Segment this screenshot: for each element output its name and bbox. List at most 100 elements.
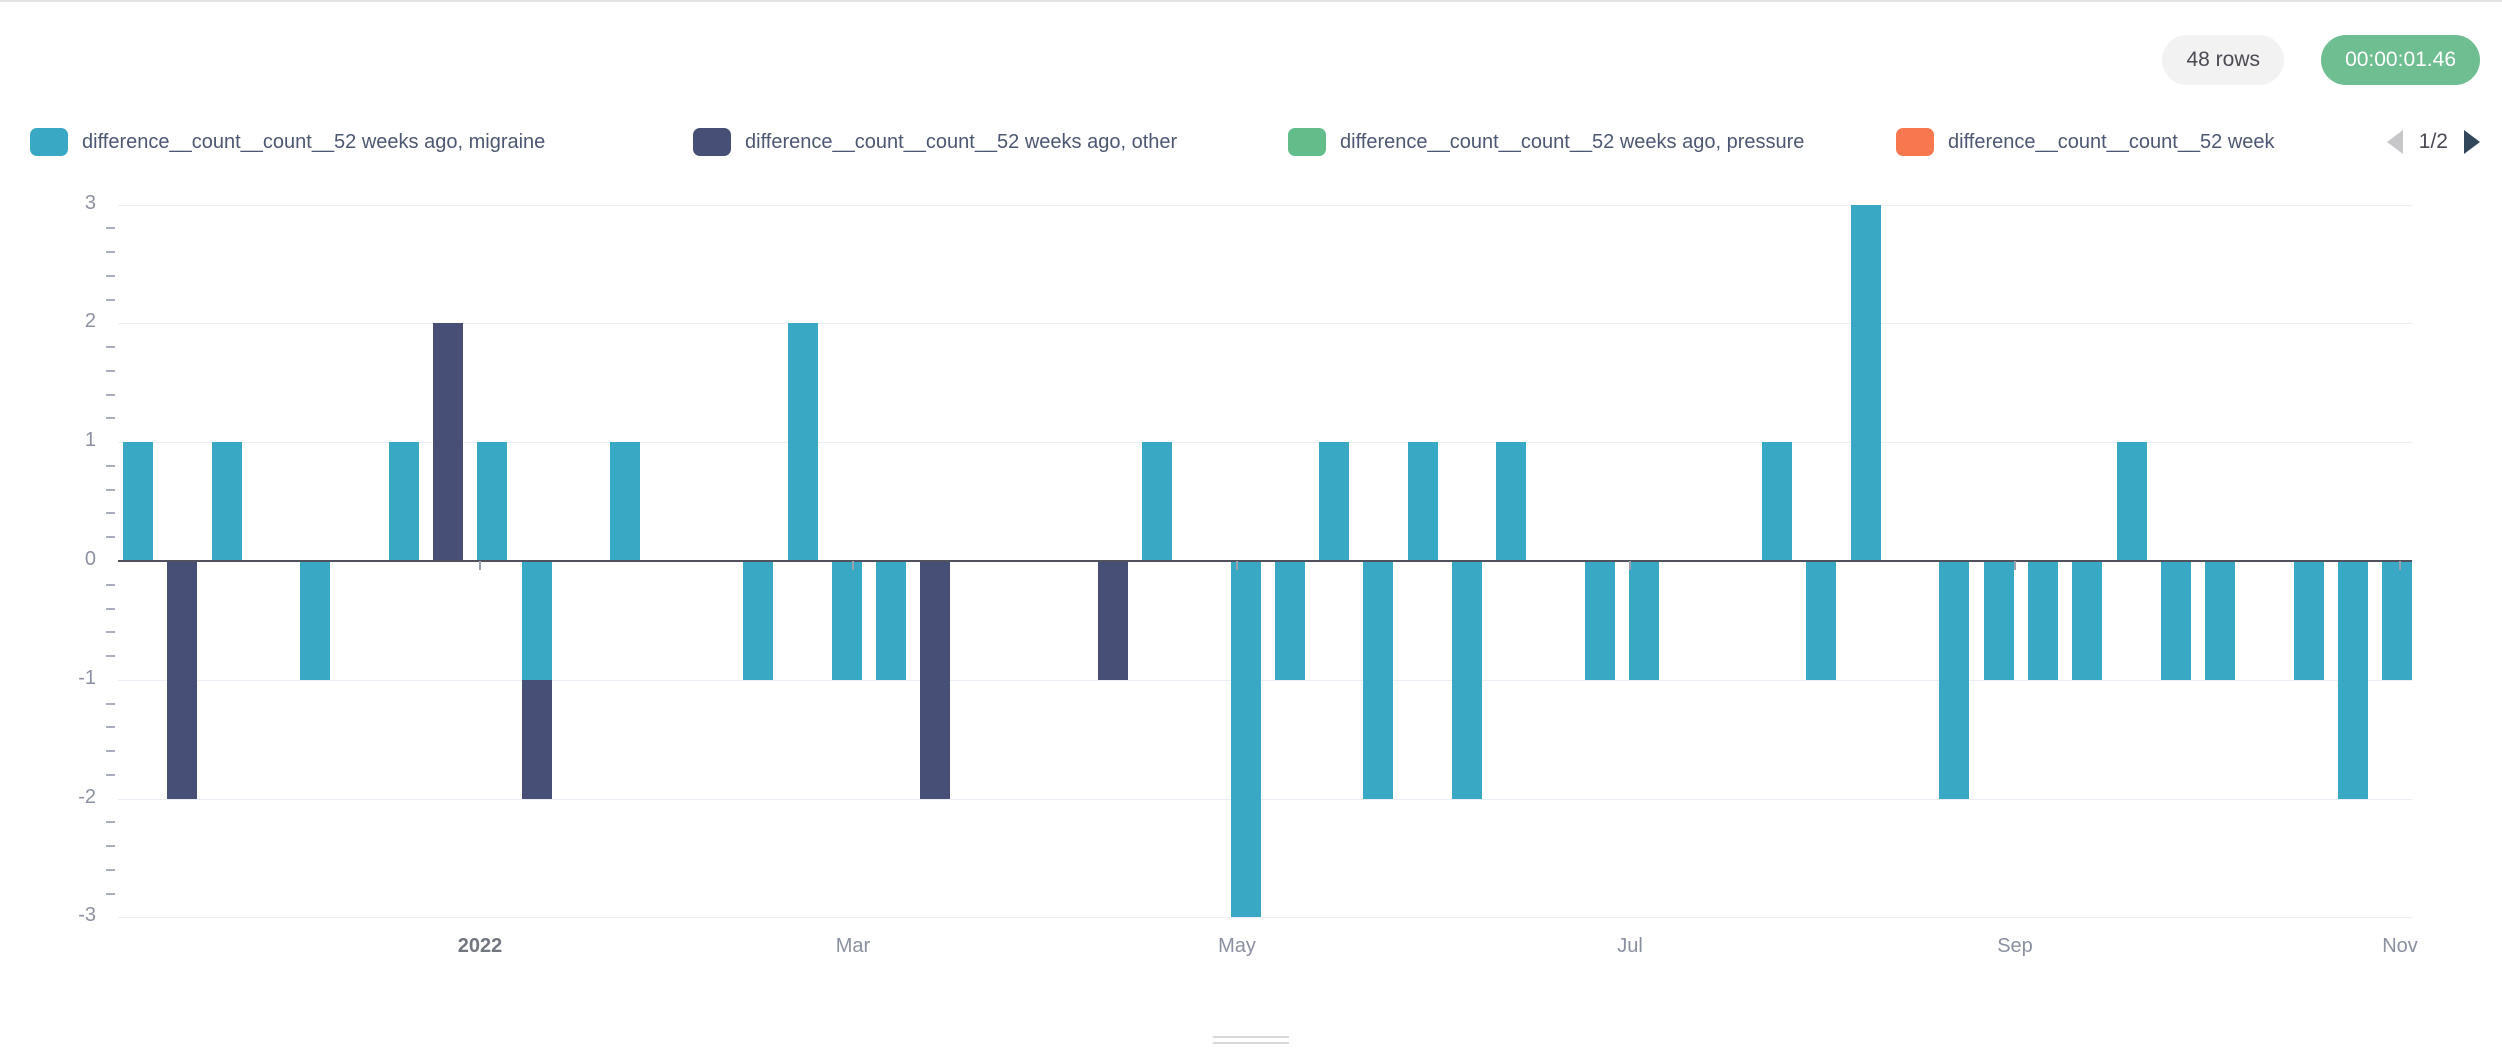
y-axis-minor-tick	[106, 726, 115, 729]
bar-segment[interactable]	[920, 561, 951, 799]
x-axis-tick	[852, 561, 854, 570]
legend-swatch-truncated-icon	[1896, 128, 1934, 156]
bar-segment[interactable]	[123, 442, 153, 561]
legend-swatch-pressure-icon	[1288, 128, 1326, 156]
bar-segment[interactable]	[1983, 561, 2014, 680]
bar-segment[interactable]	[787, 323, 818, 561]
bar-segment[interactable]	[1452, 561, 1482, 799]
x-axis-tick-label: Nov	[2382, 935, 2418, 957]
y-axis-tick-label: 3	[84, 191, 96, 214]
y-axis-minor-tick	[106, 464, 115, 467]
y-axis-minor-tick	[106, 702, 115, 705]
gridline	[118, 323, 2412, 325]
y-axis-minor-tick	[106, 845, 115, 848]
y-axis-minor-tick	[106, 417, 115, 420]
bar-segment[interactable]	[477, 442, 508, 561]
bar-segment[interactable]	[2116, 442, 2147, 561]
y-axis-minor-tick	[106, 251, 115, 254]
bar-segment[interactable]	[2338, 561, 2368, 799]
legend-item-other[interactable]: difference__count__count__52 weeks ago, …	[693, 120, 1177, 164]
x-axis-tick-label: 2022	[457, 935, 503, 957]
row-count-badge: 48 rows	[2162, 35, 2284, 85]
y-axis-minor-tick	[106, 346, 115, 349]
bar-segment[interactable]	[831, 561, 862, 680]
bar-segment[interactable]	[1363, 561, 1394, 799]
bar-segment[interactable]	[2072, 561, 2103, 680]
legend-label: difference__count__count__52 weeks ago, …	[745, 130, 1178, 153]
y-axis-minor-tick	[106, 488, 115, 491]
y-axis-tick-label: -2	[78, 785, 96, 808]
y-axis-minor-tick	[106, 868, 115, 871]
bar-segment[interactable]	[1629, 561, 1660, 680]
y-axis-minor-tick	[106, 393, 115, 396]
y-axis-minor-tick	[106, 821, 115, 824]
y-axis-minor-tick	[106, 298, 115, 301]
x-axis-tick-label: Mar	[835, 935, 871, 957]
y-axis-minor-tick	[106, 655, 115, 658]
bar-segment[interactable]	[1274, 561, 1305, 680]
bar-segment[interactable]	[388, 442, 419, 561]
legend-pagination: 1/2	[2386, 120, 2480, 164]
legend-item-pressure[interactable]: difference__count__count__52 weeks ago, …	[1288, 120, 1804, 164]
x-axis-zero-line	[118, 560, 2412, 562]
bar-segment[interactable]	[1141, 442, 1172, 561]
bar-segment[interactable]	[610, 442, 641, 561]
bar-segment[interactable]	[1762, 442, 1793, 561]
legend-item-truncated[interactable]: difference__count__count__52 week	[1896, 120, 2275, 164]
bar-segment[interactable]	[1939, 561, 1970, 799]
bar-segment[interactable]	[1806, 561, 1837, 680]
y-axis-minor-tick	[106, 512, 115, 515]
bar-segment[interactable]	[2382, 561, 2413, 680]
bar-segment[interactable]	[2160, 561, 2191, 680]
query-timer-label: 00:00:01.46	[2345, 48, 2456, 71]
query-timer-badge: 00:00:01.46	[2321, 35, 2480, 85]
legend-label: difference__count__count__52 week	[1948, 130, 2275, 153]
y-axis-minor-tick	[106, 536, 115, 539]
y-axis-minor-tick	[106, 607, 115, 610]
y-axis-tick-label: 2	[84, 310, 96, 333]
bar-segment[interactable]	[1097, 561, 1128, 680]
bar-segment[interactable]	[521, 561, 552, 680]
legend-label: difference__count__count__52 weeks ago, …	[82, 130, 546, 153]
bar-segment[interactable]	[2027, 561, 2058, 680]
x-axis-tick	[1629, 561, 1631, 570]
y-axis-minor-tick	[106, 274, 115, 277]
bar-segment[interactable]	[521, 679, 552, 799]
legend-next-page-icon[interactable]	[2464, 130, 2480, 154]
x-axis-tick	[2014, 561, 2016, 570]
bar-segment[interactable]	[1319, 442, 1350, 561]
bar-segment[interactable]	[167, 561, 198, 799]
row-count-label: 48 rows	[2186, 48, 2260, 71]
bar-segment[interactable]	[1850, 204, 1881, 561]
bar-segment[interactable]	[1496, 442, 1527, 561]
x-axis-tick-label: Sep	[1997, 935, 2033, 957]
drag-handle-line	[1213, 1036, 1289, 1038]
x-axis-tick	[2399, 561, 2401, 570]
legend-prev-page-icon[interactable]	[2386, 130, 2403, 154]
gridline	[118, 798, 2412, 800]
gridline	[118, 679, 2412, 681]
bar-segment[interactable]	[300, 561, 331, 680]
x-axis-tick	[479, 561, 481, 570]
y-axis-tick-label: -3	[78, 904, 96, 927]
x-axis-tick-label: Jul	[1617, 935, 1643, 957]
resize-drag-handle[interactable]	[1213, 1036, 1289, 1048]
y-axis-minor-tick	[106, 892, 115, 895]
y-axis-minor-tick	[106, 773, 115, 776]
legend-swatch-other-icon	[693, 128, 731, 156]
bar-segment[interactable]	[1230, 561, 1261, 918]
legend-item-migraine[interactable]: difference__count__count__52 weeks ago, …	[30, 120, 545, 164]
bar-segment[interactable]	[743, 561, 774, 680]
bar-segment[interactable]	[211, 442, 242, 561]
legend-label: difference__count__count__52 weeks ago, …	[1340, 130, 1805, 153]
bar-segment[interactable]	[2205, 561, 2236, 680]
y-axis-tick-label: 0	[84, 548, 96, 570]
bar-segment[interactable]	[2293, 561, 2324, 680]
bar-segment[interactable]	[1584, 561, 1615, 680]
y-axis-tick-label: 1	[84, 429, 96, 452]
bar-segment[interactable]	[1407, 442, 1438, 561]
bar-chart-plot-area: 3 2 1 0 -1 -2 -3 2022 Mar May Jul Sep Nov	[78, 192, 2418, 957]
bar-segment[interactable]	[876, 561, 907, 680]
bar-segment[interactable]	[433, 323, 464, 561]
